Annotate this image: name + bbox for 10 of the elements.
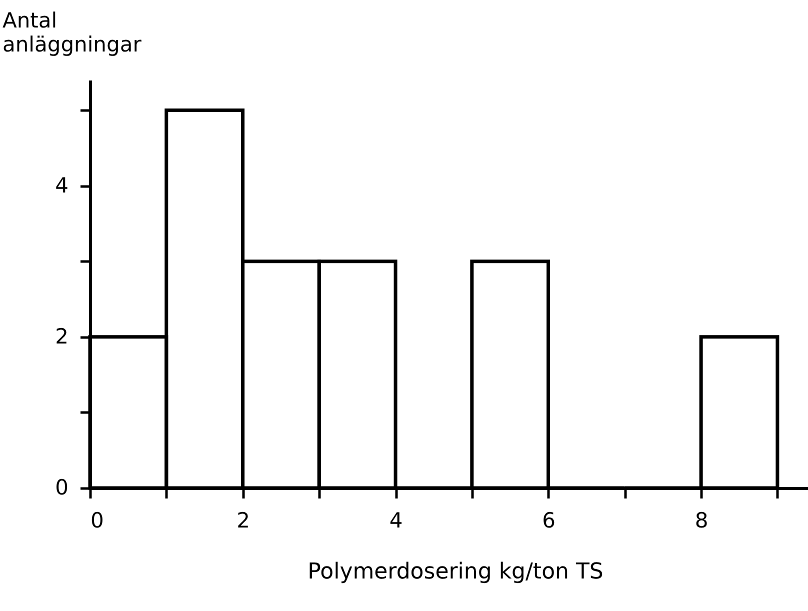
x-tick-label: 6 <box>542 508 556 532</box>
x-tick-label: 2 <box>236 508 250 532</box>
y-tick-label: 2 <box>55 324 68 348</box>
x-tick-label: 0 <box>90 508 104 532</box>
y-axis-title: Antal anläggningar <box>2 8 142 56</box>
x-axis-title: Polymerdosering kg/ton TS <box>308 560 604 584</box>
x-tick-label: 8 <box>694 508 708 532</box>
y-tick-label: 4 <box>55 173 68 198</box>
x-tick-label: 4 <box>389 508 403 532</box>
y-tick-label: 0 <box>55 476 68 500</box>
